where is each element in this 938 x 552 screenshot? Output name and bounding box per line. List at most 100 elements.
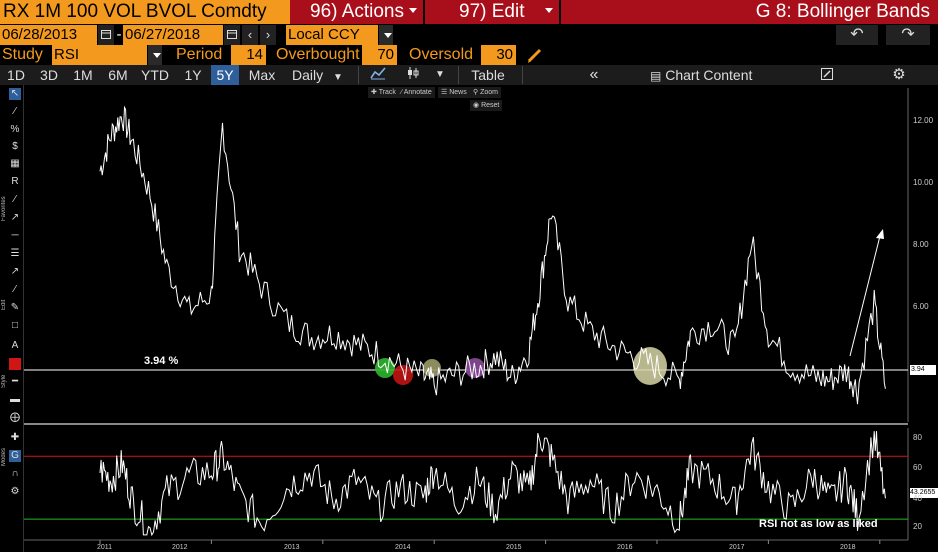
collapse-icon[interactable]: « — [589, 66, 599, 83]
chart-content-icon: ▤ — [650, 69, 662, 83]
x-tick-label: 2017 — [729, 544, 745, 551]
chart-content-button[interactable]: ▤ Chart Content — [650, 65, 762, 85]
overbought-field[interactable]: 70 — [362, 45, 397, 65]
level-annotation: 3.94 % — [144, 355, 179, 367]
magnet-icon[interactable]: ∩ — [11, 468, 19, 479]
track-label: Track — [378, 89, 396, 96]
range-1d[interactable]: 1D — [7, 67, 25, 83]
pointer-icon[interactable]: ↖ — [9, 88, 21, 100]
currency-field[interactable]: Local CCY — [286, 25, 378, 45]
x-tick-label: 2012 — [172, 544, 188, 551]
line-weight-icon[interactable]: ▬ — [10, 394, 20, 405]
toolbar-divider — [458, 66, 459, 84]
chevron-right-icon[interactable]: › — [260, 25, 276, 45]
regression-icon[interactable]: R — [11, 176, 19, 187]
rsi-annotation: RSI not as low as liked — [759, 518, 878, 530]
oversold-field[interactable]: 30 — [481, 45, 516, 65]
line-tool-icon[interactable]: ∕ — [14, 106, 16, 117]
range-ytd[interactable]: YTD — [141, 67, 169, 83]
frequency-dropdown[interactable]: Daily ▼ — [286, 65, 348, 85]
line-style-icon[interactable]: ━ — [11, 376, 19, 387]
annotate-button[interactable]: ∕ Annotate — [398, 87, 435, 98]
toolbar-divider — [522, 66, 523, 84]
range-1y[interactable]: 1Y — [184, 67, 202, 83]
y-tick-label: 8.00 — [913, 240, 929, 249]
text-tool-icon[interactable]: A — [11, 340, 19, 351]
table-button[interactable]: Table — [471, 67, 505, 83]
security-ticker[interactable]: RX 1M 100 VOL BVOL Comdty — [0, 0, 290, 24]
arrow-tool-icon[interactable]: ↗ — [10, 266, 20, 277]
zoom-button[interactable]: ⚲ Zoom — [470, 87, 501, 98]
calendar-icon[interactable] — [98, 25, 114, 45]
range-1m[interactable]: 1M — [73, 67, 93, 83]
y-tick-label: 6.00 — [913, 302, 929, 311]
drawing-tool-strip — [0, 85, 24, 552]
redo-icon[interactable]: ↷ — [886, 25, 930, 45]
pen-icon: ∕ — [401, 89, 404, 96]
track-button[interactable]: ✚ Track — [368, 87, 399, 98]
pencil-icon[interactable] — [526, 45, 544, 65]
horizontal-line-icon[interactable]: ─ — [11, 230, 19, 241]
price-tool-icon[interactable]: $ — [12, 141, 18, 152]
range-3d[interactable]: 3D — [40, 67, 58, 83]
range-max[interactable]: Max — [248, 67, 276, 83]
annotate-label: Annotate — [403, 89, 432, 96]
study-field[interactable]: RSI — [52, 45, 147, 65]
news-label: News — [449, 89, 467, 96]
calendar-icon[interactable] — [224, 25, 240, 45]
trend-line-icon[interactable]: ∕ — [14, 194, 16, 205]
highlight-circle-green — [375, 358, 395, 378]
clear-icon[interactable]: ⨁ — [10, 412, 20, 423]
fibonacci-icon[interactable]: % — [10, 124, 20, 135]
chevron-down-icon — [409, 8, 417, 13]
ray-icon[interactable]: ↗ — [10, 212, 20, 223]
reset-button[interactable]: ◉ Reset — [470, 100, 503, 111]
volatility-line — [99, 105, 886, 405]
settings-icon[interactable]: ⚙ — [10, 486, 20, 497]
channel-icon[interactable]: ☰ — [10, 248, 20, 259]
study-dropdown-icon[interactable] — [148, 45, 162, 65]
color-swatch-icon[interactable] — [9, 358, 21, 370]
x-tick-label: 2015 — [506, 544, 522, 551]
crosshair-icon[interactable]: ✚ — [10, 432, 20, 443]
end-date-field[interactable]: 06/27/2018 — [123, 25, 223, 45]
zoom-label: Zoom — [480, 89, 498, 96]
edit-menu[interactable]: 97) Edit — [425, 0, 559, 24]
x-tick-label: 2014 — [395, 544, 411, 551]
period-label: Period — [176, 46, 223, 63]
crosshair-icon: ✚ — [371, 89, 379, 96]
undo-icon[interactable]: ↶ — [836, 25, 878, 45]
actions-menu[interactable]: 96) Actions — [290, 0, 423, 24]
x-tick-label: 2016 — [617, 544, 633, 551]
rsi-y-tick-label: 60 — [913, 463, 922, 472]
rsi-y-tick-label: 20 — [913, 522, 922, 531]
gear-icon[interactable]: ⚙ — [892, 66, 906, 83]
rsi-y-tick-label: 80 — [913, 433, 922, 442]
triangle-down-icon: ▼ — [333, 72, 343, 83]
x-tick-label: 2011 — [97, 544, 113, 551]
brush-icon[interactable]: ∕ — [14, 284, 16, 295]
start-date-field[interactable]: 06/28/2013 — [0, 25, 97, 45]
pen-icon[interactable]: ✎ — [10, 302, 20, 313]
period-field[interactable]: 14 — [231, 45, 266, 65]
currency-dropdown-icon[interactable] — [379, 25, 393, 45]
edit-chart-icon[interactable] — [818, 65, 836, 85]
reset-icon: ◉ — [473, 102, 482, 109]
news-button[interactable]: ☰ News — [438, 87, 470, 98]
snap-icon[interactable]: G — [9, 450, 21, 462]
gann-icon[interactable]: ▦ — [10, 158, 20, 169]
candlestick-icon[interactable] — [400, 65, 426, 85]
range-6m[interactable]: 6M — [108, 67, 128, 83]
highlight-circle-beige — [633, 347, 667, 385]
chevron-left-icon[interactable]: ‹ — [242, 25, 258, 45]
range-5y[interactable]: 5Y — [211, 65, 239, 85]
last-value-box — [910, 365, 936, 375]
highlight-circle-olive — [423, 359, 441, 377]
triangle-down-icon[interactable]: ▼ — [435, 69, 445, 80]
trash-icon[interactable]: □ — [11, 320, 19, 331]
page-title: G 8: Bollinger Bands — [561, 0, 938, 24]
highlight-circle-red — [393, 365, 413, 385]
line-chart-icon[interactable] — [364, 65, 392, 85]
y-tick-label: 10.00 — [913, 178, 934, 187]
x-tick-label: 2018 — [840, 544, 856, 551]
